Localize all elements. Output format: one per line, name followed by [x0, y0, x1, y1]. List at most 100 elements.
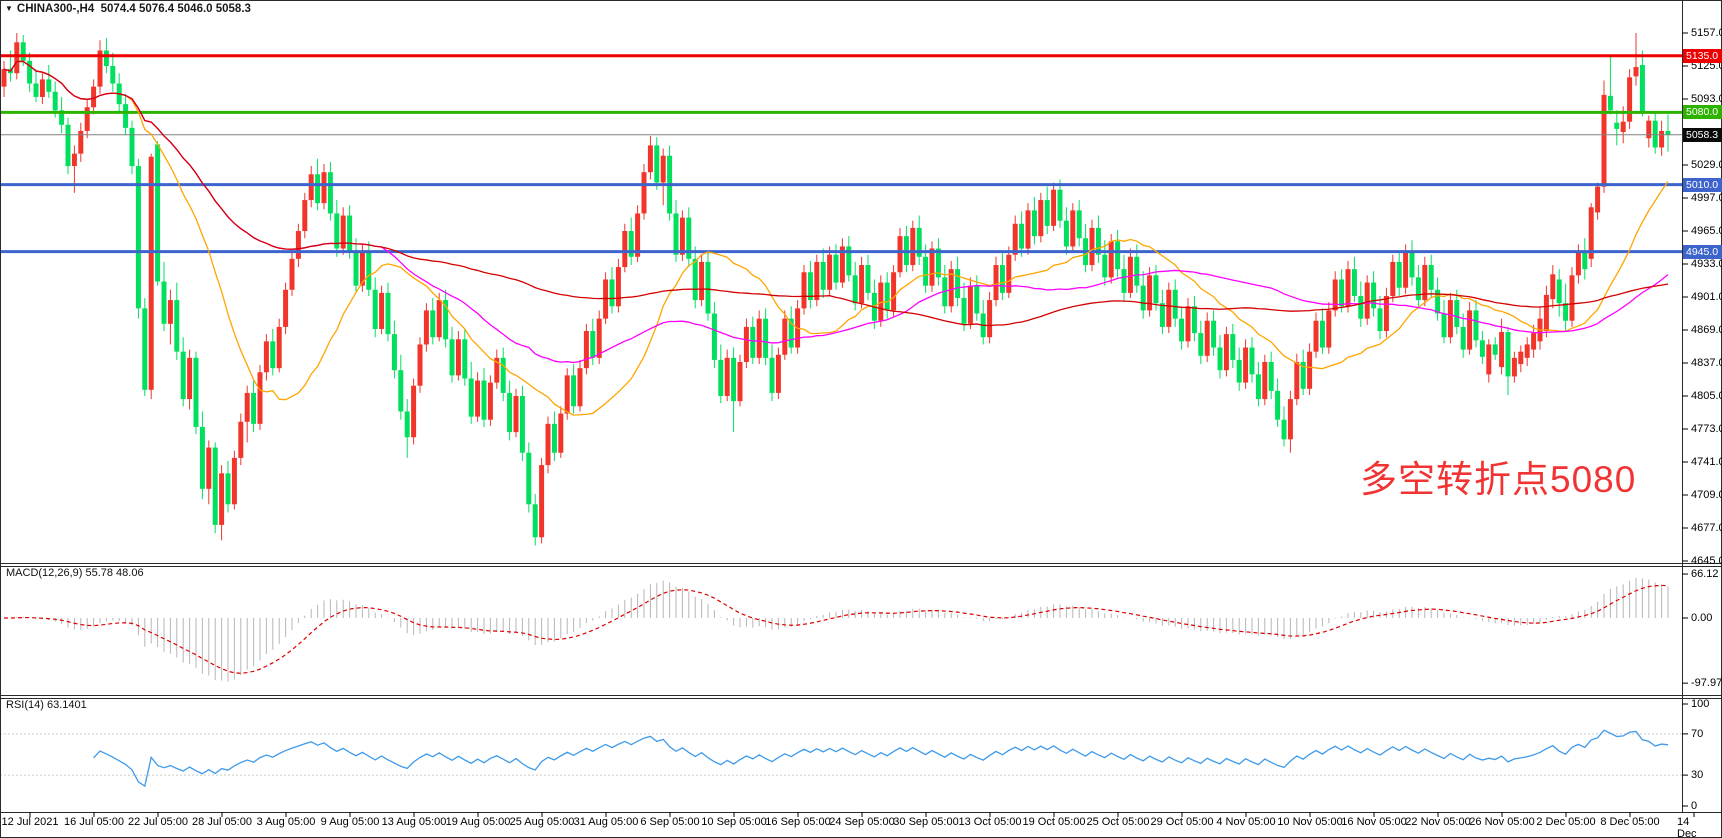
candle-up — [1467, 310, 1473, 350]
candle-down — [935, 248, 941, 278]
candle-down — [1435, 289, 1441, 314]
candle-up — [1447, 300, 1453, 338]
candle-down — [519, 396, 525, 453]
candle-up — [724, 357, 730, 396]
candle-up — [238, 421, 244, 458]
candle-up — [596, 318, 602, 358]
time-axis-label: 9 Aug 05:00 — [320, 816, 380, 828]
price-badge-support-4945: 4945.0 — [1683, 244, 1722, 259]
candle-down — [1115, 241, 1121, 270]
candle-up — [1108, 241, 1114, 278]
candle-down — [1211, 320, 1217, 348]
candle-up — [1006, 254, 1012, 293]
candle-down — [443, 300, 449, 340]
candle-down — [916, 227, 922, 257]
candle-down — [142, 308, 148, 390]
candle-up — [257, 372, 263, 424]
candle-up — [1595, 186, 1601, 213]
candle-up — [231, 457, 237, 505]
candle-down — [33, 83, 39, 97]
candle-up — [379, 292, 385, 329]
candle-up — [494, 357, 500, 383]
price-axis-label: 5157.0 — [1691, 27, 1722, 39]
price-axis-label: 4645.0 — [1691, 555, 1722, 567]
candle-down — [1665, 130, 1671, 136]
candle-down — [1441, 313, 1447, 338]
candle-up — [359, 251, 365, 286]
candle-down — [705, 261, 711, 314]
candle-up — [167, 300, 173, 324]
candle-up — [187, 357, 193, 400]
candle-down — [129, 127, 135, 167]
time-axis-label: 10 Nov 05:00 — [1277, 816, 1343, 828]
candle-down — [1095, 227, 1101, 255]
candle-up — [411, 385, 417, 438]
price-badge-support-5010: 5010.0 — [1683, 177, 1722, 192]
candle-down — [1409, 251, 1415, 278]
candle-up — [321, 172, 327, 204]
macd-axis-label: 0.00 — [1691, 612, 1713, 624]
candle-down — [1582, 252, 1588, 270]
candle-up — [1531, 333, 1537, 350]
candle-down — [1454, 300, 1460, 327]
time-axis-label: 3 Aug 05:00 — [256, 816, 316, 828]
candle-up — [263, 341, 269, 373]
candle-down — [1377, 308, 1383, 332]
rsi-indicator-label: RSI(14) 63.1401 — [6, 699, 87, 711]
candle-up — [91, 86, 97, 108]
candle-down — [123, 104, 129, 128]
candle-down — [398, 370, 404, 412]
candle-up — [583, 331, 589, 369]
ma-long-line — [3, 60, 1669, 327]
candle-up — [929, 248, 935, 286]
candle-down — [1275, 390, 1281, 420]
rsi-axis-label: 70 — [1691, 727, 1704, 740]
time-axis-label: 24 Sep 05:00 — [829, 816, 895, 828]
candle-up — [1307, 351, 1313, 389]
candle-up — [782, 318, 788, 355]
candle-up — [897, 236, 903, 273]
candle-down — [820, 261, 826, 290]
candle-down — [334, 213, 340, 249]
candle-up — [302, 200, 308, 231]
price-badge-pivot-5080: 5080.0 — [1683, 105, 1722, 120]
candle-down — [1268, 361, 1274, 391]
candle-down — [769, 357, 775, 393]
candle-down — [590, 331, 596, 358]
candle-down — [1140, 285, 1146, 311]
candle-down — [1179, 318, 1185, 342]
candle-up — [283, 289, 289, 327]
candle-down — [852, 275, 858, 304]
candle-down — [654, 145, 660, 183]
candle-up — [1601, 94, 1607, 187]
candle-down — [180, 351, 186, 400]
candle-up — [622, 231, 628, 268]
time-axis-label: 13 Oct 05:00 — [958, 816, 1022, 828]
price-axis-label: 4997.0 — [1691, 192, 1722, 204]
candle-down — [1057, 189, 1063, 221]
candle-down — [1639, 64, 1645, 112]
candle-down — [391, 334, 397, 371]
candle-up — [417, 344, 423, 386]
candle-up — [641, 172, 647, 214]
candle-up — [891, 272, 897, 311]
price-badge-current-price: 5058.3 — [1683, 127, 1722, 142]
candle-up — [1294, 361, 1300, 400]
ma-short-line — [3, 60, 1669, 416]
candle-up — [801, 272, 807, 309]
candle-down — [212, 447, 218, 525]
candle-up — [295, 231, 301, 259]
candle-down — [1198, 333, 1204, 356]
price-axis-label: 4805.0 — [1691, 390, 1722, 402]
candle-up — [436, 300, 442, 338]
candle-down — [481, 380, 487, 420]
candle-up — [737, 361, 743, 402]
candle-up — [1422, 265, 1428, 301]
symbol-dropdown-icon[interactable]: ▼ — [5, 4, 13, 13]
candle-up — [1518, 351, 1524, 365]
candle-up — [1588, 207, 1594, 259]
candle-down — [1556, 279, 1562, 304]
price-badge-resistance-5135: 5135.0 — [1683, 48, 1722, 63]
time-axis-label: 16 Nov 05:00 — [1341, 816, 1407, 828]
